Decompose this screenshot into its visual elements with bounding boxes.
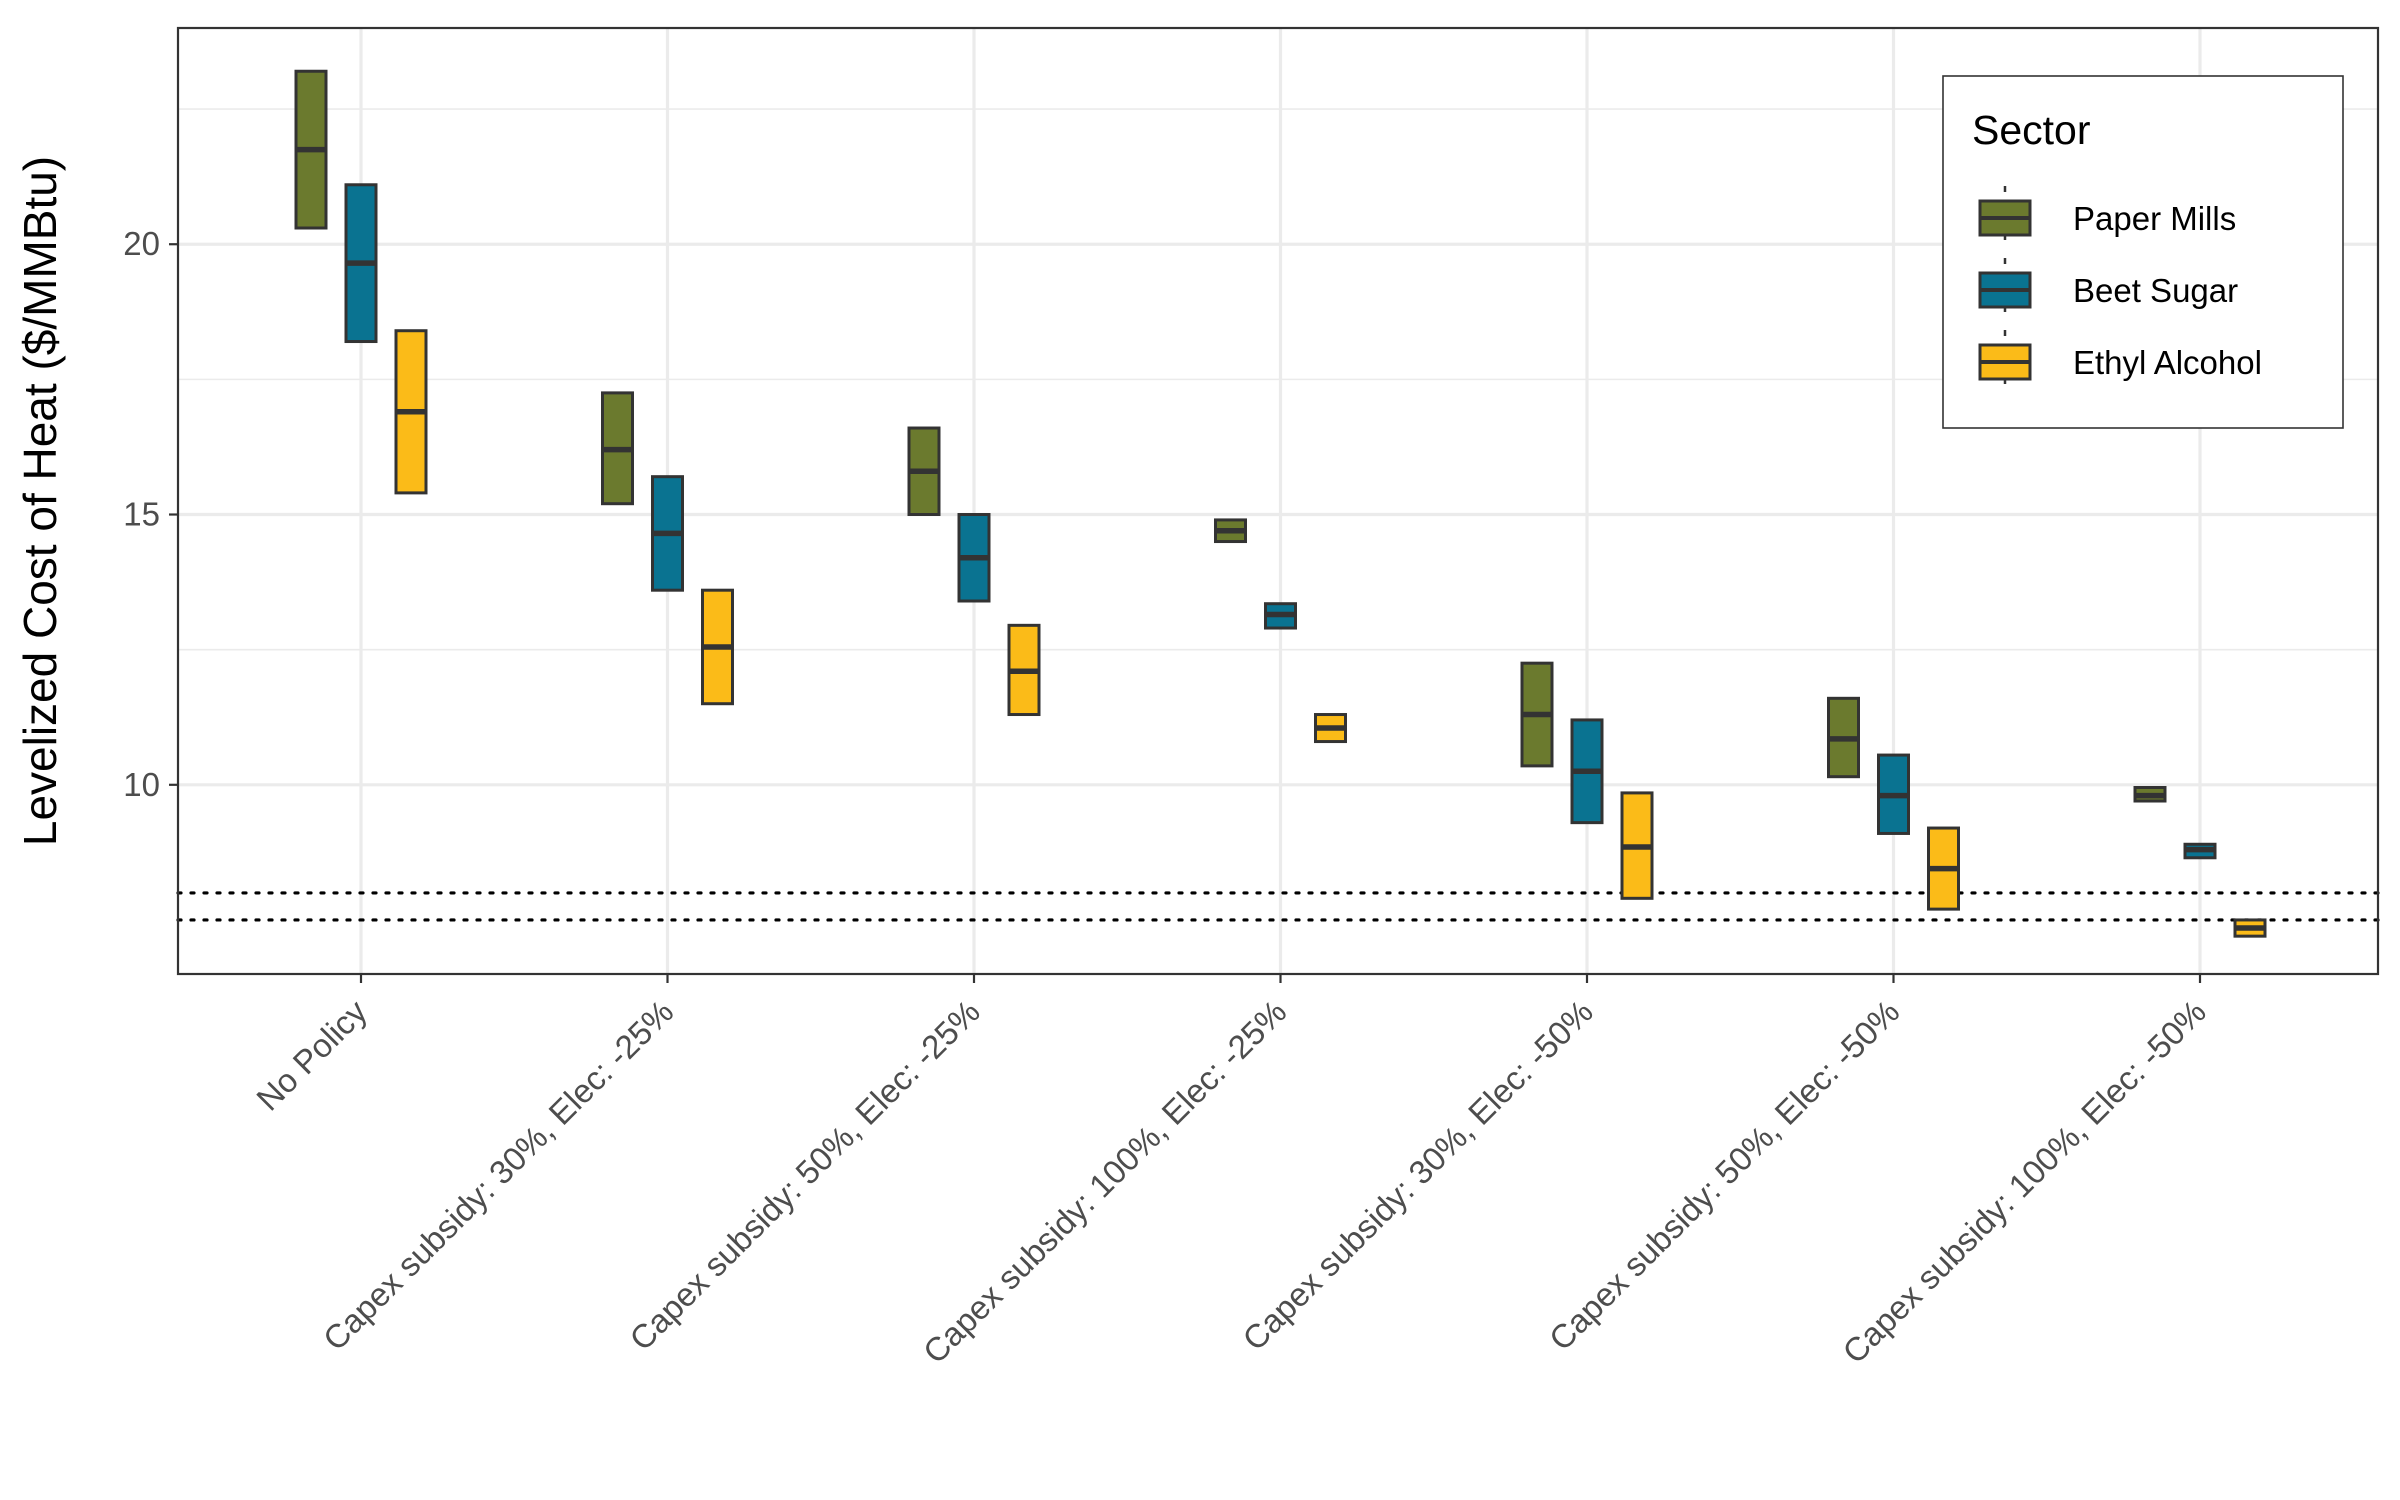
y-axis-label: Levelized Cost of Heat ($/MMBtu) (14, 156, 66, 846)
legend-title: Sector (1972, 107, 2091, 153)
y-axis: 10 15 20 (123, 225, 178, 803)
legend-label: Ethyl Alcohol (2073, 344, 2262, 381)
y-tick-label: 15 (123, 496, 160, 533)
plot-marks (294, 69, 2267, 938)
y-tick-label: 10 (123, 766, 160, 803)
y-tick-label: 20 (123, 225, 160, 262)
legend-label: Paper Mills (2073, 200, 2236, 237)
series-ethyl-alcohol (394, 329, 2267, 938)
legend-label: Beet Sugar (2073, 272, 2238, 309)
plot-panel-border (176, 26, 2380, 976)
series-beet-sugar (344, 183, 2217, 860)
series-paper-mills (294, 69, 2167, 803)
legend: Sector Paper Mills Beet Sugar Ethyl Alcoho… (1942, 75, 2344, 429)
legend-box (1942, 75, 2344, 429)
reference-lines (176, 891, 2380, 922)
legend-items: Paper Mills Beet Sugar Ethyl Alcohol (1978, 186, 2262, 394)
